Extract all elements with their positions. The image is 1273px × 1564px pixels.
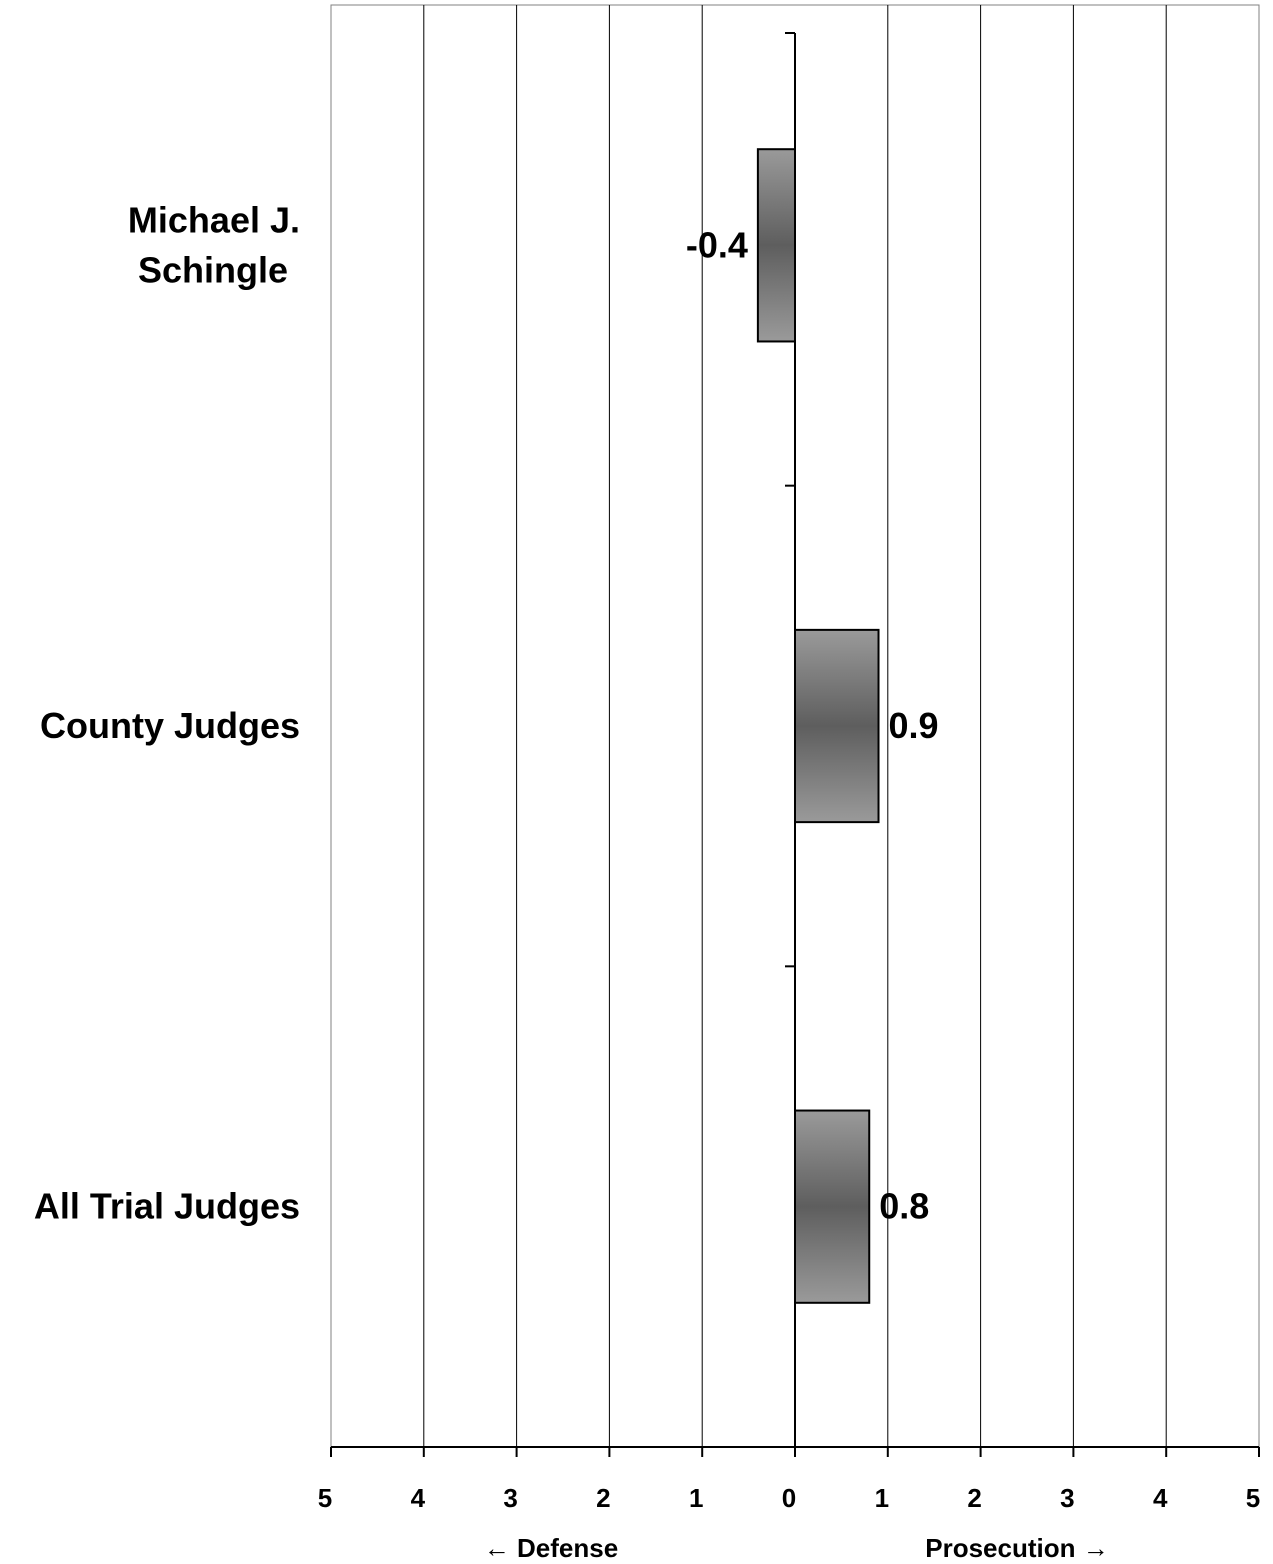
x-tick-label-5: 0 (782, 1483, 796, 1513)
category-label-0: Michael J. Schingle (128, 199, 300, 290)
x-tick-label-4: 1 (689, 1483, 703, 1513)
category-label-line: All Trial Judges (34, 1186, 300, 1227)
bars (756, 148, 880, 1304)
prosecution-direction-label: Prosecution → (925, 1533, 1108, 1563)
x-tick-label-3: 2 (596, 1483, 610, 1513)
x-tick-label-2: 3 (503, 1483, 517, 1513)
labels: 5 4 3 2 1 0 1 2 3 4 5 ← Defense Prosecution → Michael… (34, 199, 1260, 1563)
data-label-1: 0.9 (889, 705, 939, 746)
data-label-2: 0.8 (879, 1186, 929, 1227)
x-tick-label-6: 1 (875, 1483, 889, 1513)
bar-2 (794, 1109, 871, 1304)
data-label-0: -0.4 (686, 224, 748, 265)
defense-direction-label: ← Defense (484, 1533, 618, 1563)
x-tick-label-0: 5 (318, 1483, 332, 1513)
x-tick-label-7: 2 (967, 1483, 981, 1513)
bar-1 (794, 628, 880, 824)
category-label-line: Michael J. (128, 199, 300, 240)
x-tick-label-1: 4 (411, 1483, 426, 1513)
bar-0 (756, 148, 797, 343)
x-tick-label-9: 4 (1153, 1483, 1168, 1513)
x-tick-label-8: 3 (1060, 1483, 1074, 1513)
category-label-1: County Judges (40, 705, 300, 746)
category-label-line: Schingle (138, 249, 288, 290)
axes (330, 32, 1260, 1457)
category-label-2: All Trial Judges (34, 1186, 300, 1227)
category-label-line: County Judges (40, 705, 300, 746)
x-tick-label-10: 5 (1246, 1483, 1260, 1513)
